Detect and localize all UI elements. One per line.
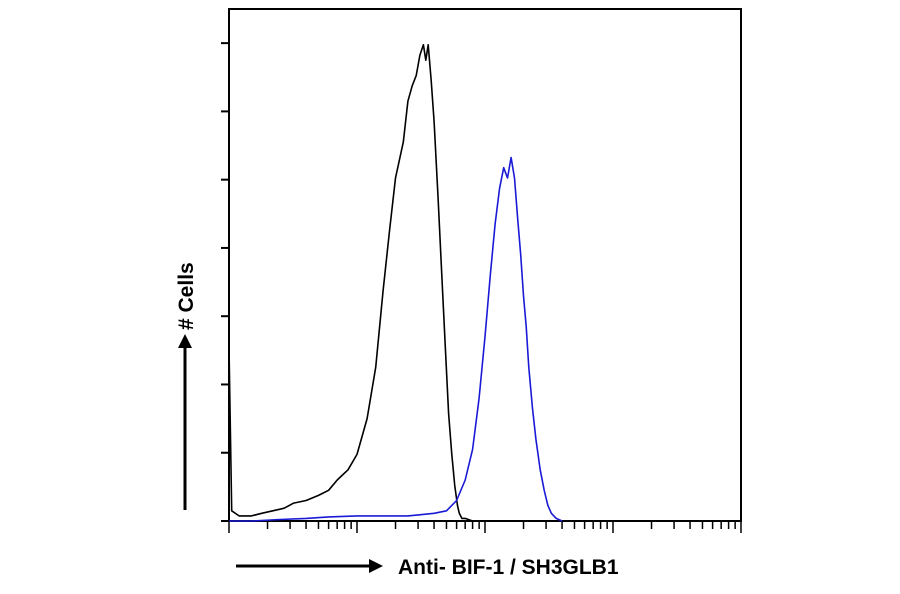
series-layer [228,43,563,522]
y-axis-label: # Cells [175,262,198,330]
x-axis-ticks [228,521,742,533]
y-axis-arrow-head [178,334,192,348]
histogram-series-2 [229,156,563,522]
plot-frame [228,8,742,522]
x-axis-label: Anti- BIF-1 / SH3GLB1 [398,556,619,579]
y-axis-ticks [221,42,229,522]
x-axis-arrow-head [369,559,383,573]
histogram-series-1 [228,43,473,522]
